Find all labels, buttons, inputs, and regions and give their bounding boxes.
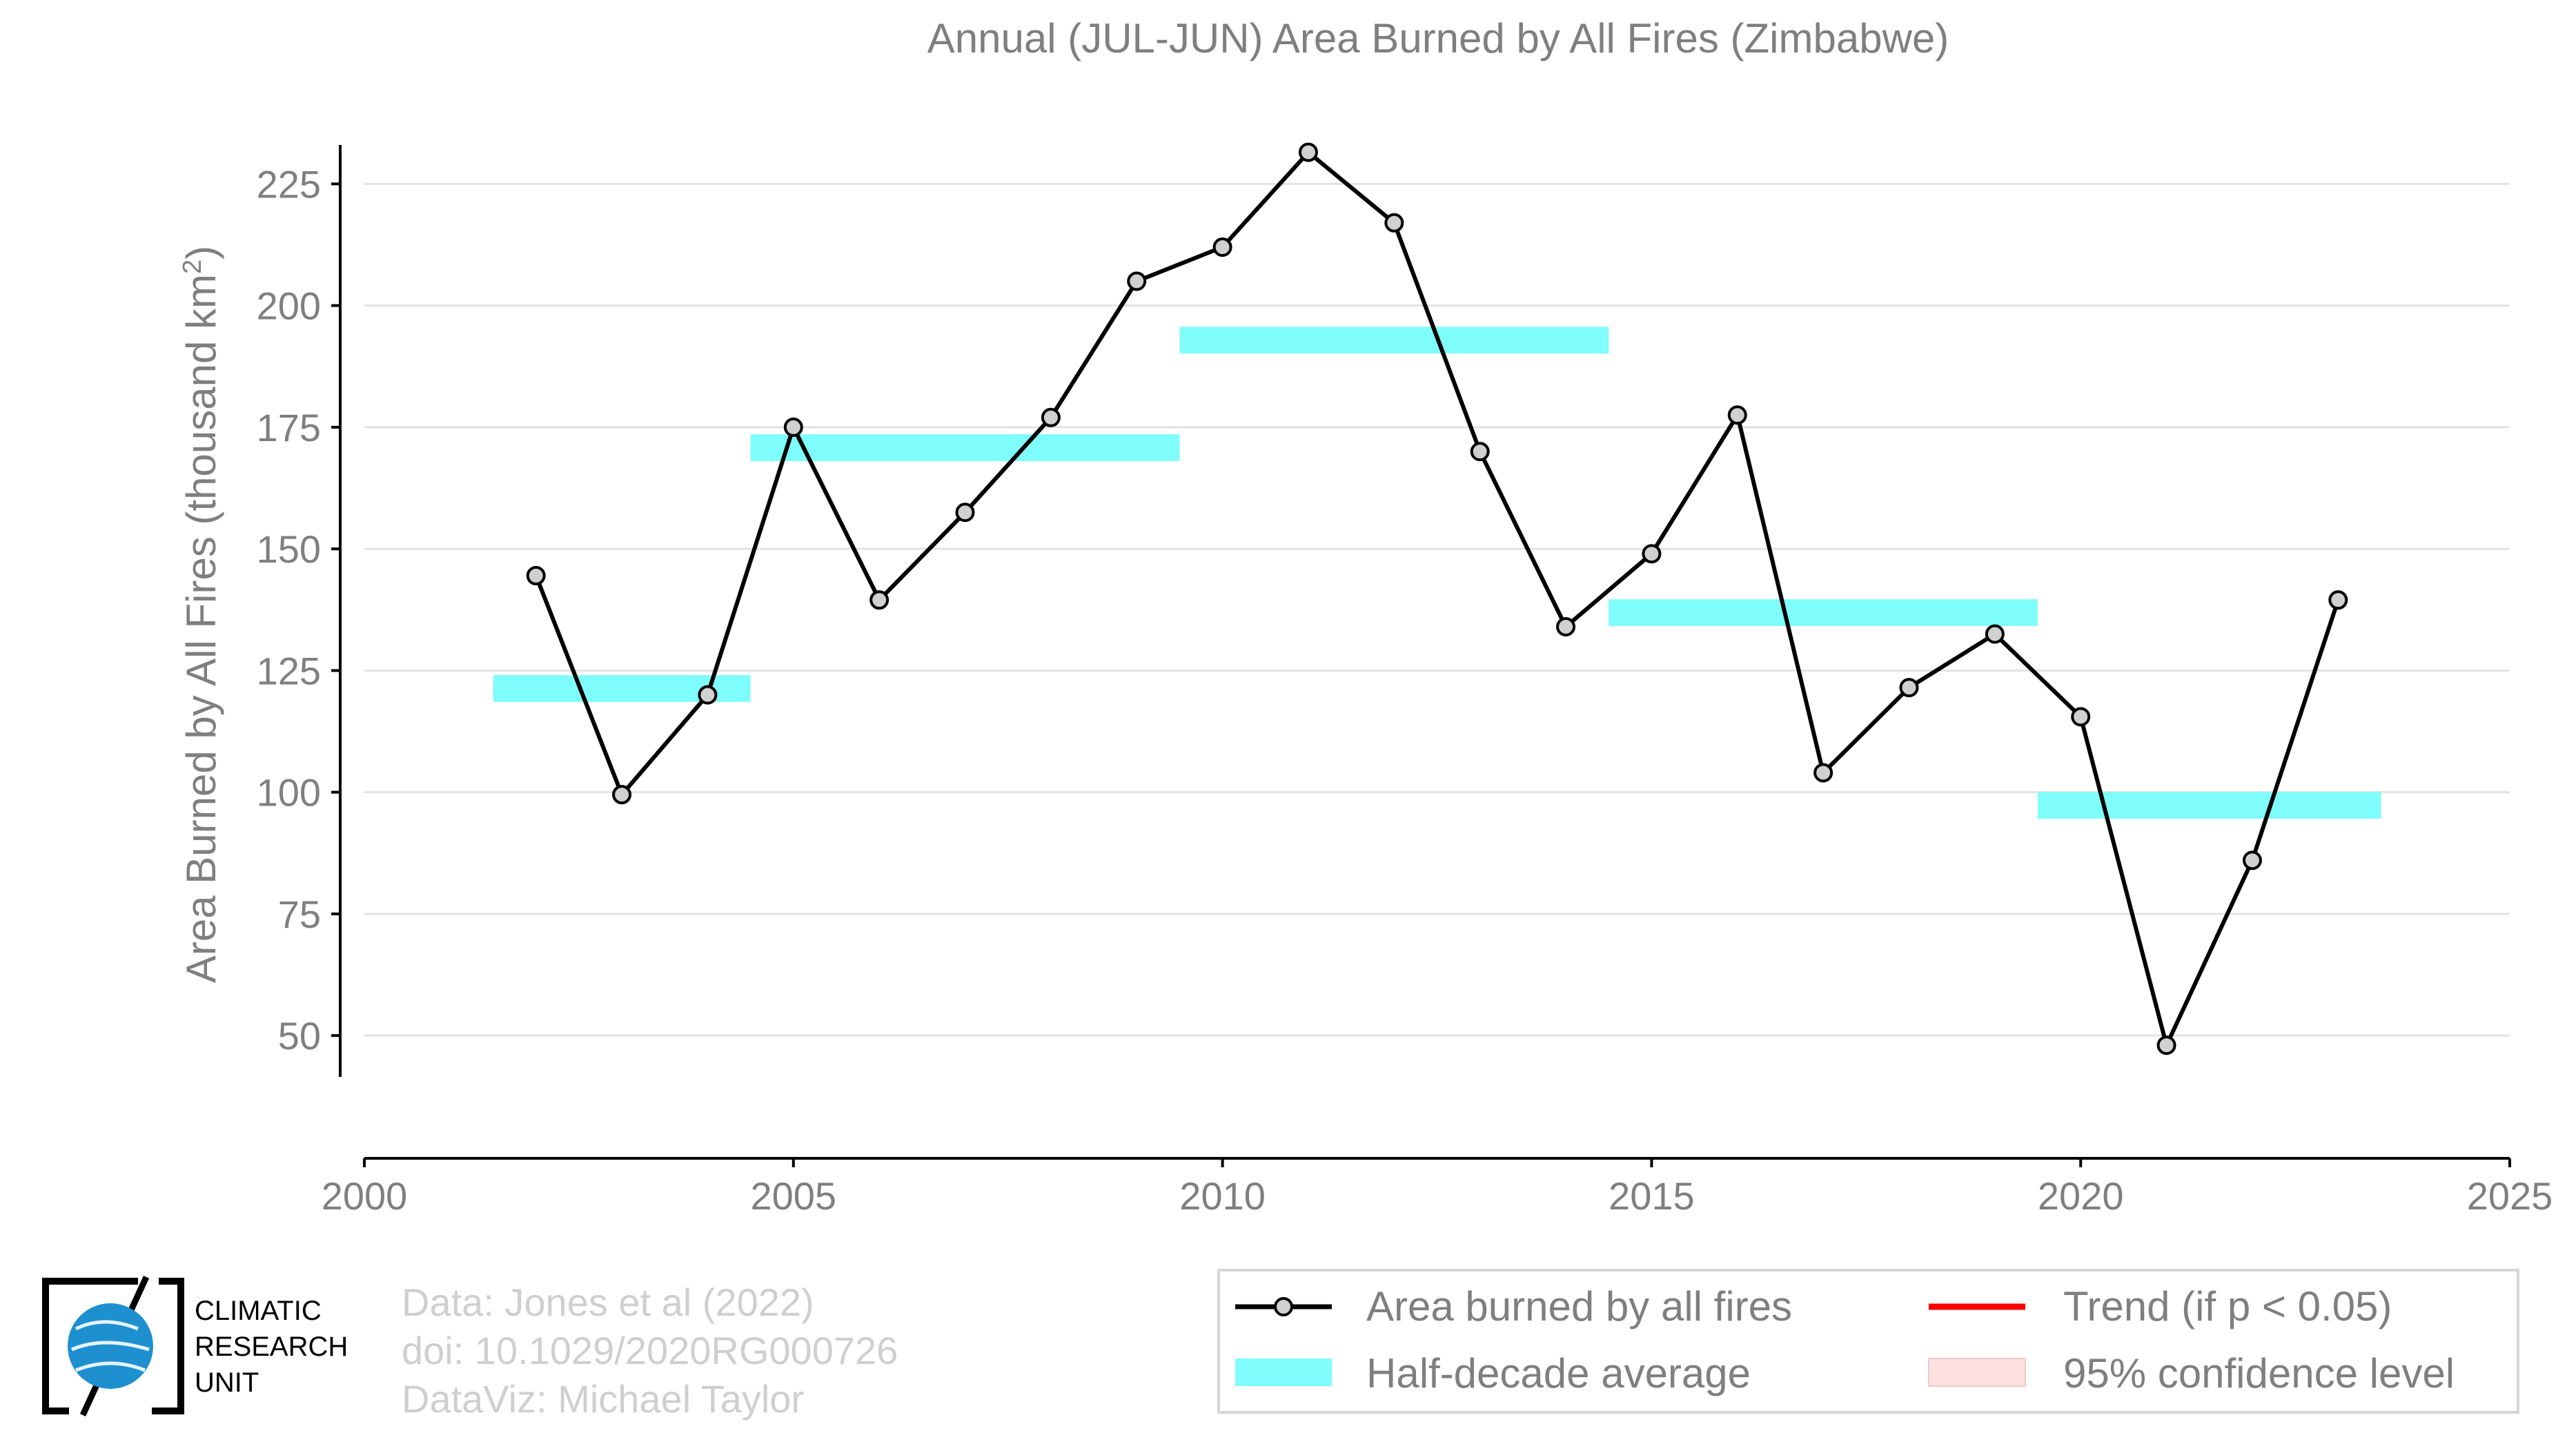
legend-label-half-decade: Half-decade average [1366,1350,1751,1396]
legend-label-trend: Trend (if p < 0.05) [2063,1283,2392,1330]
y-tick-label: 75 [278,893,321,936]
y-axis-label-main: Area Burned by All Fires (thousand km [178,274,224,983]
data-point-2004 [698,685,718,705]
data-point-2011 [1298,142,1318,162]
data-point-2023 [2328,590,2348,610]
legend-box [1217,1269,2519,1414]
half-decade-bar-1 [750,434,1180,461]
credit-dataviz: DataViz: Michael Taylor [402,1377,804,1421]
data-point-2013 [1470,442,1490,462]
legend-label-confidence: 95% confidence level [2063,1350,2455,1396]
half-decade-bar-3 [1609,599,2038,626]
legend-label-series: Area burned by all fires [1366,1283,1792,1330]
series-lines [533,150,2341,1048]
data-point-2005 [783,417,803,437]
legend: Area burned by all fires Half-decade ave… [1217,1269,2519,1414]
legend-series-marker-icon [1274,1297,1293,1316]
data-point-2016 [1727,405,1747,425]
y-tick-label: 100 [257,771,321,815]
globe-swirl-icon [71,1320,150,1372]
credit-doi: doi: 10.1029/2020RG000726 [402,1329,898,1372]
y-axis-ticks: 50 75 100 125 150 175 200 225 [257,162,340,1058]
y-tick-label: 200 [257,284,321,328]
data-point-2017 [1813,763,1833,783]
x-tick-label: 2020 [2038,1174,2124,1218]
y-axis-label: Area Burned by All Fires (thousand km2) [178,246,224,983]
data-point-2020 [2071,707,2091,727]
x-tick-label: 2005 [751,1174,837,1218]
y-tick-label: 50 [278,1014,321,1058]
y-tick-label: 225 [257,162,321,206]
data-point-2014 [1556,616,1576,636]
y-axis-label-sup: 2 [178,260,207,274]
data-point-2002 [526,565,546,585]
y-tick-label: 175 [257,406,321,449]
x-tick-label: 2000 [322,1174,408,1218]
y-axis-label-end: ) [178,246,224,260]
legend-confidence-icon [1928,1358,2026,1387]
x-tick-label: 2010 [1179,1174,1266,1218]
data-point-2018 [1899,678,1919,698]
data-point-2021 [2156,1035,2176,1055]
logo-line-3: UNIT [195,1367,259,1398]
logo-line-2: RESEARCH [195,1332,348,1362]
data-point-2007 [955,503,975,523]
y-tick-label: 150 [257,527,321,571]
chart-title: Annual (JUL-JUN) Area Burned by All Fire… [927,15,1949,61]
data-point-2009 [1127,271,1147,291]
y-tick-label: 125 [257,649,321,692]
data-point-2006 [869,590,889,610]
x-tick-label: 2015 [1609,1174,1695,1218]
credit-data: Data: Jones et al (2022) [402,1280,814,1324]
logo-frame-icon [42,1278,184,1414]
data-point-2012 [1384,213,1404,233]
gridlines [364,182,2510,1037]
data-point-2003 [612,785,632,805]
series-line-0 [533,150,2341,1048]
cru-logo: CLIMATIC RESEARCH UNIT [42,1276,348,1416]
half-decade-bands [493,327,2381,819]
legend-band-icon [1235,1359,1332,1386]
x-axis-ticks: 2000 2005 2010 2015 2020 2025 [322,1158,2553,1218]
logo-line-1: CLIMATIC [195,1296,322,1326]
series-points [526,142,2348,1055]
half-decade-bar-4 [2038,792,2381,819]
data-point-2008 [1041,407,1061,427]
x-tick-label: 2025 [2467,1174,2553,1218]
data-point-2010 [1212,237,1232,257]
data-point-2022 [2242,850,2262,870]
data-point-2019 [1985,624,2005,644]
data-point-2015 [1642,544,1662,564]
half-decade-bar-2 [1179,327,1609,354]
